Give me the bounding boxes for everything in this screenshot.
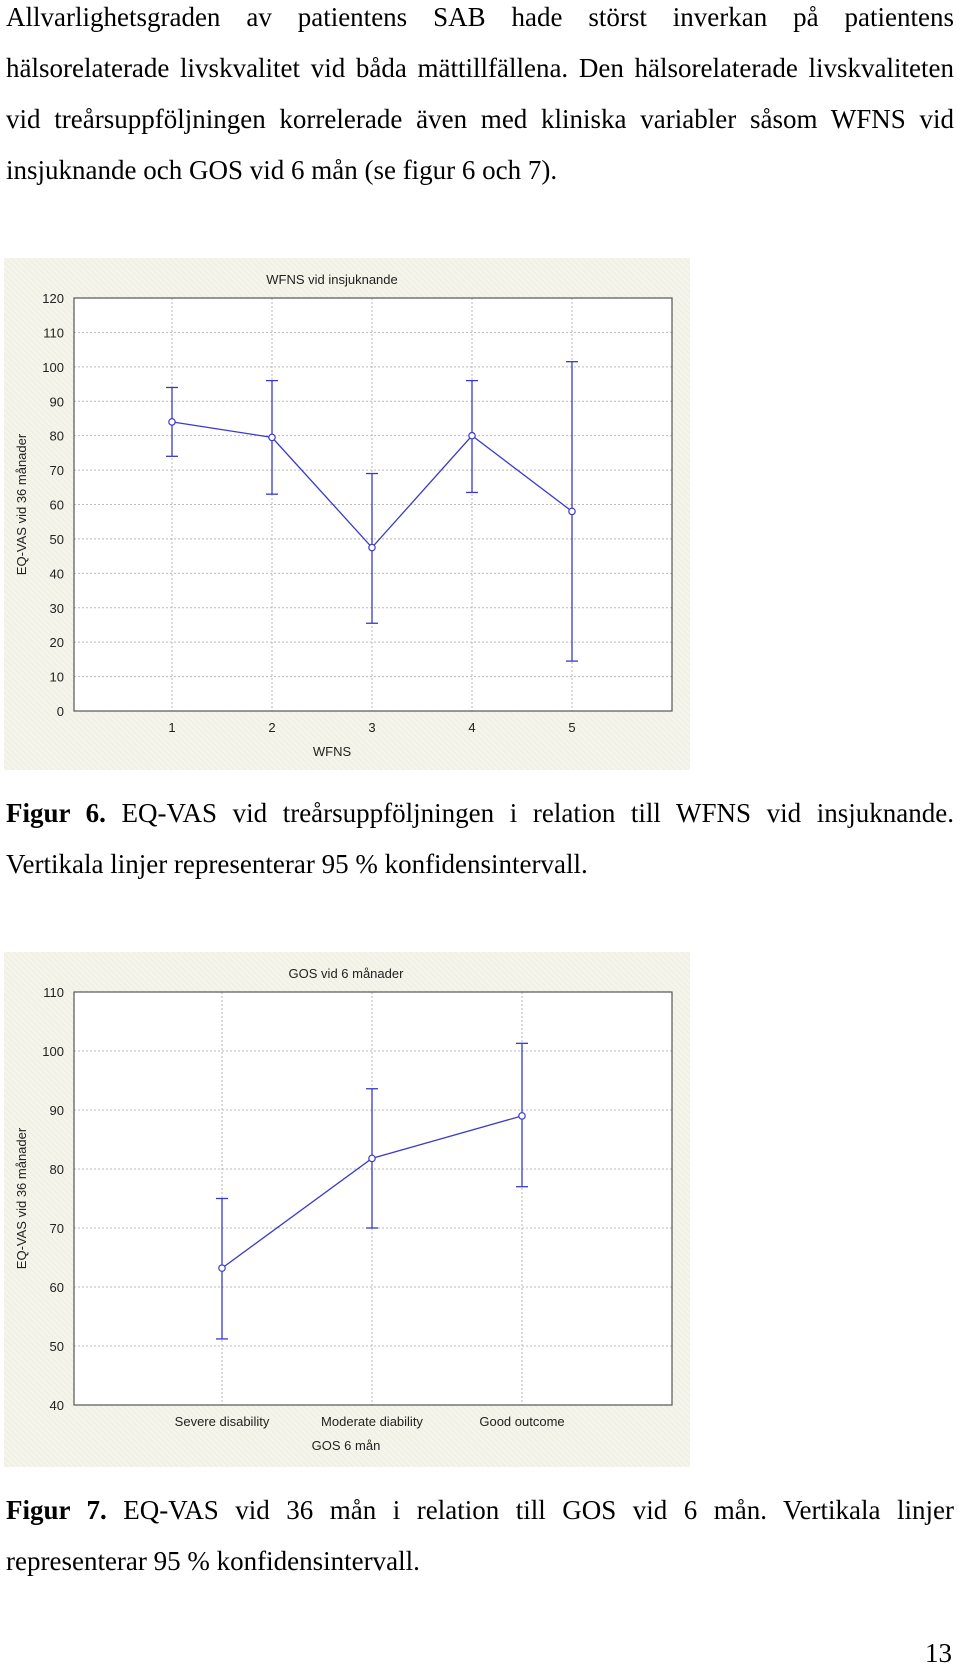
chart0-x-tick-label: 2: [268, 720, 275, 735]
chart1-y-tick-label: 100: [42, 1044, 64, 1059]
chart0-y-tick-label: 60: [50, 498, 64, 513]
chart1-data-point: [518, 1112, 526, 1120]
chart0-x-tick-label: 5: [568, 720, 575, 735]
chart0-y-tick-label: 0: [57, 704, 64, 719]
chart1-title: GOS vid 6 månader: [289, 966, 405, 981]
chart1-x-tick-label: Severe disability: [175, 1414, 270, 1429]
chart0-data-point: [168, 418, 176, 426]
chart0-y-tick-label: 100: [42, 360, 64, 375]
chart0-x-tick-label: 4: [468, 720, 475, 735]
chart1-x-tick-label: Good outcome: [479, 1414, 564, 1429]
figure-7-chart: 40 50 60 70 80 90 100 110 Severe disability Moder…: [4, 952, 690, 1467]
chart1-y-tick-label: 110: [43, 985, 64, 1000]
figure-6-caption-text: EQ-VAS vid treårsuppföljningen i relatio…: [6, 798, 954, 879]
chart0-y-tick-label: 120: [42, 291, 64, 306]
page-number: 13: [925, 1638, 952, 1668]
chart1-y-tick-label: 80: [50, 1162, 64, 1177]
chart-gos-svg: 40 50 60 70 80 90 100 110 Severe disability Moder…: [14, 966, 673, 1453]
chart0-y-tick-label: 40: [50, 566, 64, 581]
chart0-y-tick-label: 20: [50, 635, 64, 650]
chart1-y-tick-label: 50: [50, 1339, 64, 1354]
chart0-data-point: [368, 543, 376, 552]
chart1-data-point: [218, 1264, 226, 1272]
chart0-x-axis-label: WFNS: [313, 744, 352, 759]
chart0-y-tick-label: 10: [50, 670, 64, 685]
chart0-y-tick-label: 30: [50, 601, 64, 616]
chart1-plot-area: [74, 992, 672, 1405]
chart0-x-tick-label: 3: [368, 720, 375, 735]
figure-6-label: Figur 6.: [6, 798, 106, 828]
chart0-y-tick-label: 70: [50, 463, 64, 478]
chart0-y-tick-label: 90: [50, 394, 64, 409]
chart1-y-tick-label: 60: [50, 1280, 64, 1295]
chart0-x-tick-label: 1: [168, 720, 175, 735]
figure-6-chart: 0 10 20 30 40 50 60 70 80 90 100 110 120 1 2 3 4 5 WFNS vi…: [4, 258, 690, 770]
chart0-y-tick-label: 80: [50, 429, 64, 444]
figure-7-caption: Figur 7. EQ-VAS vid 36 mån i relation ti…: [6, 1485, 954, 1587]
chart1-y-tick-label: 90: [50, 1103, 64, 1118]
chart1-y-tick-label: 40: [50, 1398, 64, 1413]
figure-7-caption-text: EQ-VAS vid 36 mån i relation till GOS vi…: [6, 1495, 954, 1576]
chart0-y-tick-label: 50: [50, 532, 64, 547]
chart1-y-tick-label: 70: [50, 1221, 64, 1236]
chart0-y-tick-label: 110: [43, 325, 64, 340]
chart-wfns-svg: 0 10 20 30 40 50 60 70 80 90 100 110 120 1 2 3 4 5 WFNS vi…: [14, 272, 673, 759]
chart0-plot-frame: [73, 297, 673, 712]
chart0-title: WFNS vid insjuknande: [266, 272, 398, 287]
intro-paragraph: Allvarlighetsgraden av patientens SAB ha…: [6, 2, 954, 185]
chart1-y-axis-label: EQ-VAS vid 36 månader: [14, 1127, 29, 1269]
chart0-data-point: [568, 507, 576, 516]
figure-6-caption: Figur 6. EQ-VAS vid treårsuppföljningen …: [6, 788, 954, 890]
chart1-x-tick-label: Moderate diability: [321, 1414, 423, 1429]
chart1-x-axis-label: GOS 6 mån: [312, 1438, 381, 1453]
chart0-data-point: [268, 433, 276, 442]
chart1-data-point: [368, 1154, 376, 1163]
chart1-plot-frame: [73, 991, 673, 1406]
chart0-y-axis-label: EQ-VAS vid 36 månader: [14, 433, 29, 575]
figure-7-label: Figur 7.: [6, 1495, 107, 1525]
chart0-data-point: [468, 431, 476, 440]
